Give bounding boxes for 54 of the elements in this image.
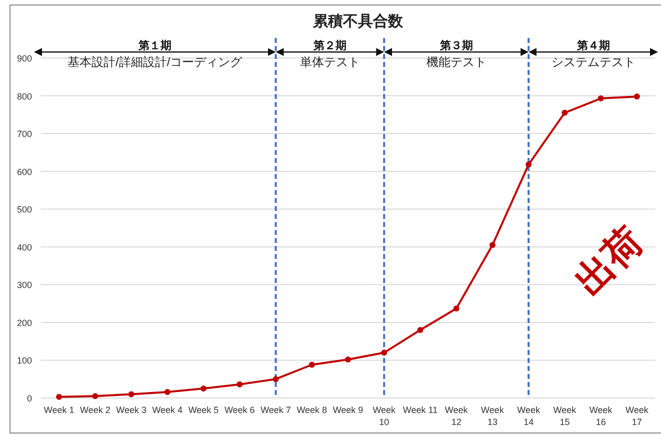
- text: 第１期: [137, 39, 172, 52]
- x-tick-label: Week 13: [481, 405, 504, 427]
- x-tick-label: Week 7: [260, 405, 291, 415]
- y-tick-label: 500: [16, 204, 32, 215]
- point: [453, 305, 460, 312]
- point: [308, 362, 315, 368]
- x-tick-label: Week 4: [152, 405, 183, 415]
- text: 第４期: [576, 39, 610, 52]
- x-tick-label: Week 3: [116, 405, 146, 415]
- x-tick-label: Week 16: [589, 405, 613, 427]
- y-tick-label: 700: [16, 129, 32, 140]
- text: 第２期: [312, 39, 346, 52]
- x-tick-label: Week 8: [296, 405, 328, 415]
- point: [381, 350, 388, 356]
- point: [345, 356, 351, 362]
- x-tick-label: Week 17: [626, 405, 649, 427]
- y-tick-label: 0: [26, 394, 32, 404]
- point: [634, 94, 640, 100]
- point: [128, 391, 134, 398]
- text: 第３期: [438, 39, 473, 52]
- x-tick-label: Week 1: [44, 405, 74, 415]
- x-tick-label: Week 2: [80, 405, 110, 415]
- point: [489, 242, 496, 248]
- x-tick-label: Week 11: [402, 405, 438, 415]
- point: [236, 381, 243, 388]
- point: [272, 376, 279, 382]
- point: [417, 327, 424, 333]
- point: [164, 388, 170, 395]
- x-tick-label: Week 12: [444, 405, 468, 427]
- y-tick-label: 300: [16, 280, 32, 290]
- point: [526, 162, 532, 168]
- y-tick-label: 600: [16, 166, 32, 177]
- x-tick-label: Week 10: [372, 405, 396, 427]
- x-tick-label: Week 5: [188, 405, 219, 415]
- point: [562, 110, 568, 116]
- annotation: システムテスト: [551, 55, 636, 69]
- point: [200, 386, 207, 392]
- x-tick-label: Week 15: [553, 405, 577, 427]
- y-tick-label: 200: [16, 318, 32, 328]
- x-tick-label: Week 6: [224, 405, 255, 415]
- x-tick-label: Week 14: [517, 405, 541, 427]
- point: [92, 393, 98, 400]
- y-tick-label: 800: [16, 91, 32, 102]
- annotation: 単体テスト: [300, 55, 360, 69]
- point: [598, 95, 604, 102]
- chart-title: 累積不具合数: [312, 13, 404, 30]
- y-tick-label: 900: [16, 54, 32, 64]
- y-tick-label: 400: [16, 242, 32, 252]
- annotation: 基本設計/詳細設計/コーディング: [68, 55, 244, 69]
- y-tick-label: 100: [16, 356, 32, 366]
- annotation: 出荷: [568, 220, 652, 304]
- annotation: 機能テスト: [426, 55, 486, 69]
- point: [56, 394, 62, 400]
- x-tick-label: Week 9: [332, 405, 364, 415]
